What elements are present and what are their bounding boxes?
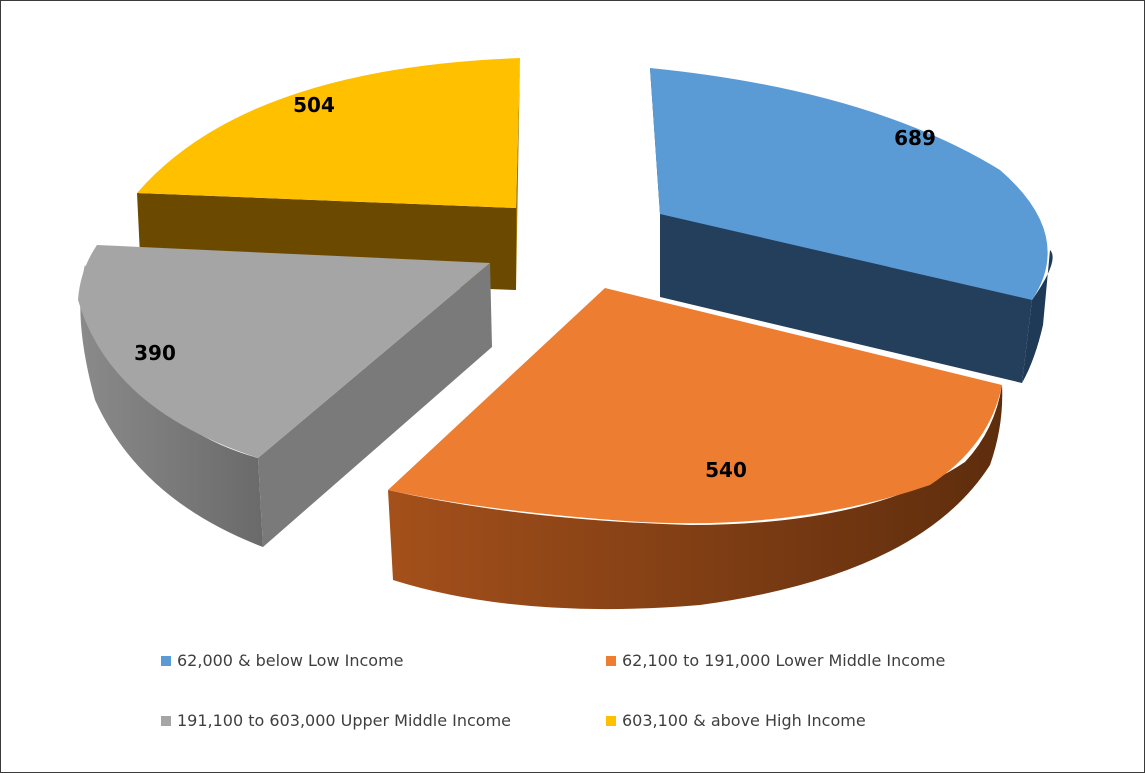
pie-slice-low-income [650, 68, 1053, 383]
data-label-high-income: 504 [293, 93, 335, 117]
data-label-upper-middle-income: 390 [134, 341, 176, 365]
pie-slice-upper-middle-income [78, 245, 492, 547]
pie-slice-lower-middle-income [388, 288, 1003, 610]
data-label-low-income: 689 [894, 126, 936, 150]
data-label-lower-middle-income: 540 [705, 458, 747, 482]
data-labels: 689 540 390 504 [134, 93, 936, 482]
